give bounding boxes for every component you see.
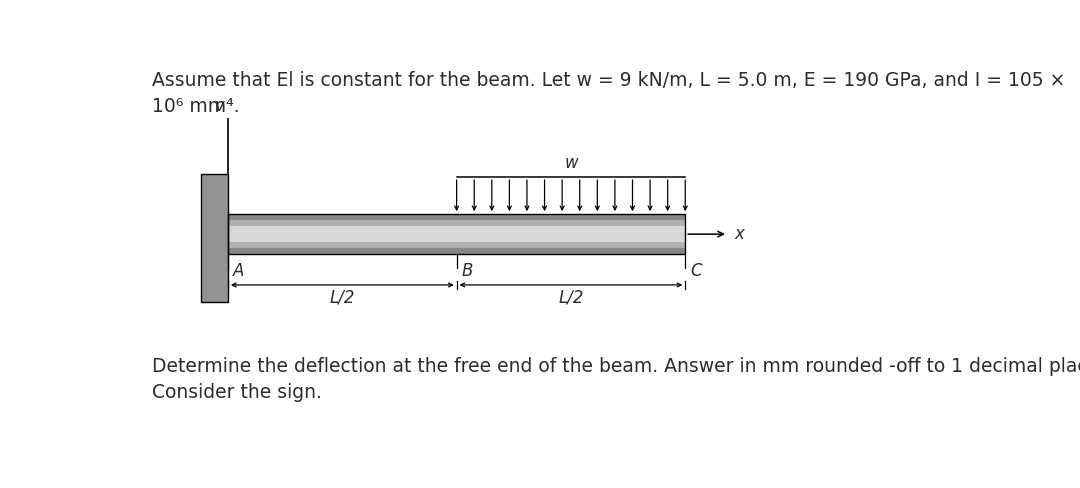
Text: Assume that El is constant for the beam. Let w = 9 kN/m, L = 5.0 m, E = 190 GPa,: Assume that El is constant for the beam.… xyxy=(152,71,1066,90)
Bar xyxy=(228,214,685,254)
Bar xyxy=(228,242,685,248)
Text: Consider the sign.: Consider the sign. xyxy=(152,384,322,403)
Text: 10⁶ mm⁴.: 10⁶ mm⁴. xyxy=(152,97,240,116)
Text: C: C xyxy=(690,262,702,280)
Text: L/2: L/2 xyxy=(329,288,355,306)
Text: B: B xyxy=(461,262,473,280)
Text: v: v xyxy=(215,97,226,115)
Bar xyxy=(228,248,685,254)
Text: A: A xyxy=(232,262,244,280)
Text: w: w xyxy=(564,154,578,172)
Text: x: x xyxy=(734,225,744,243)
Bar xyxy=(228,214,685,220)
Bar xyxy=(228,226,685,242)
Bar xyxy=(228,220,685,226)
Text: L/2: L/2 xyxy=(558,288,583,306)
Bar xyxy=(201,174,228,302)
Text: Determine the deflection at the free end of the beam. Answer in mm rounded -off : Determine the deflection at the free end… xyxy=(152,357,1080,376)
